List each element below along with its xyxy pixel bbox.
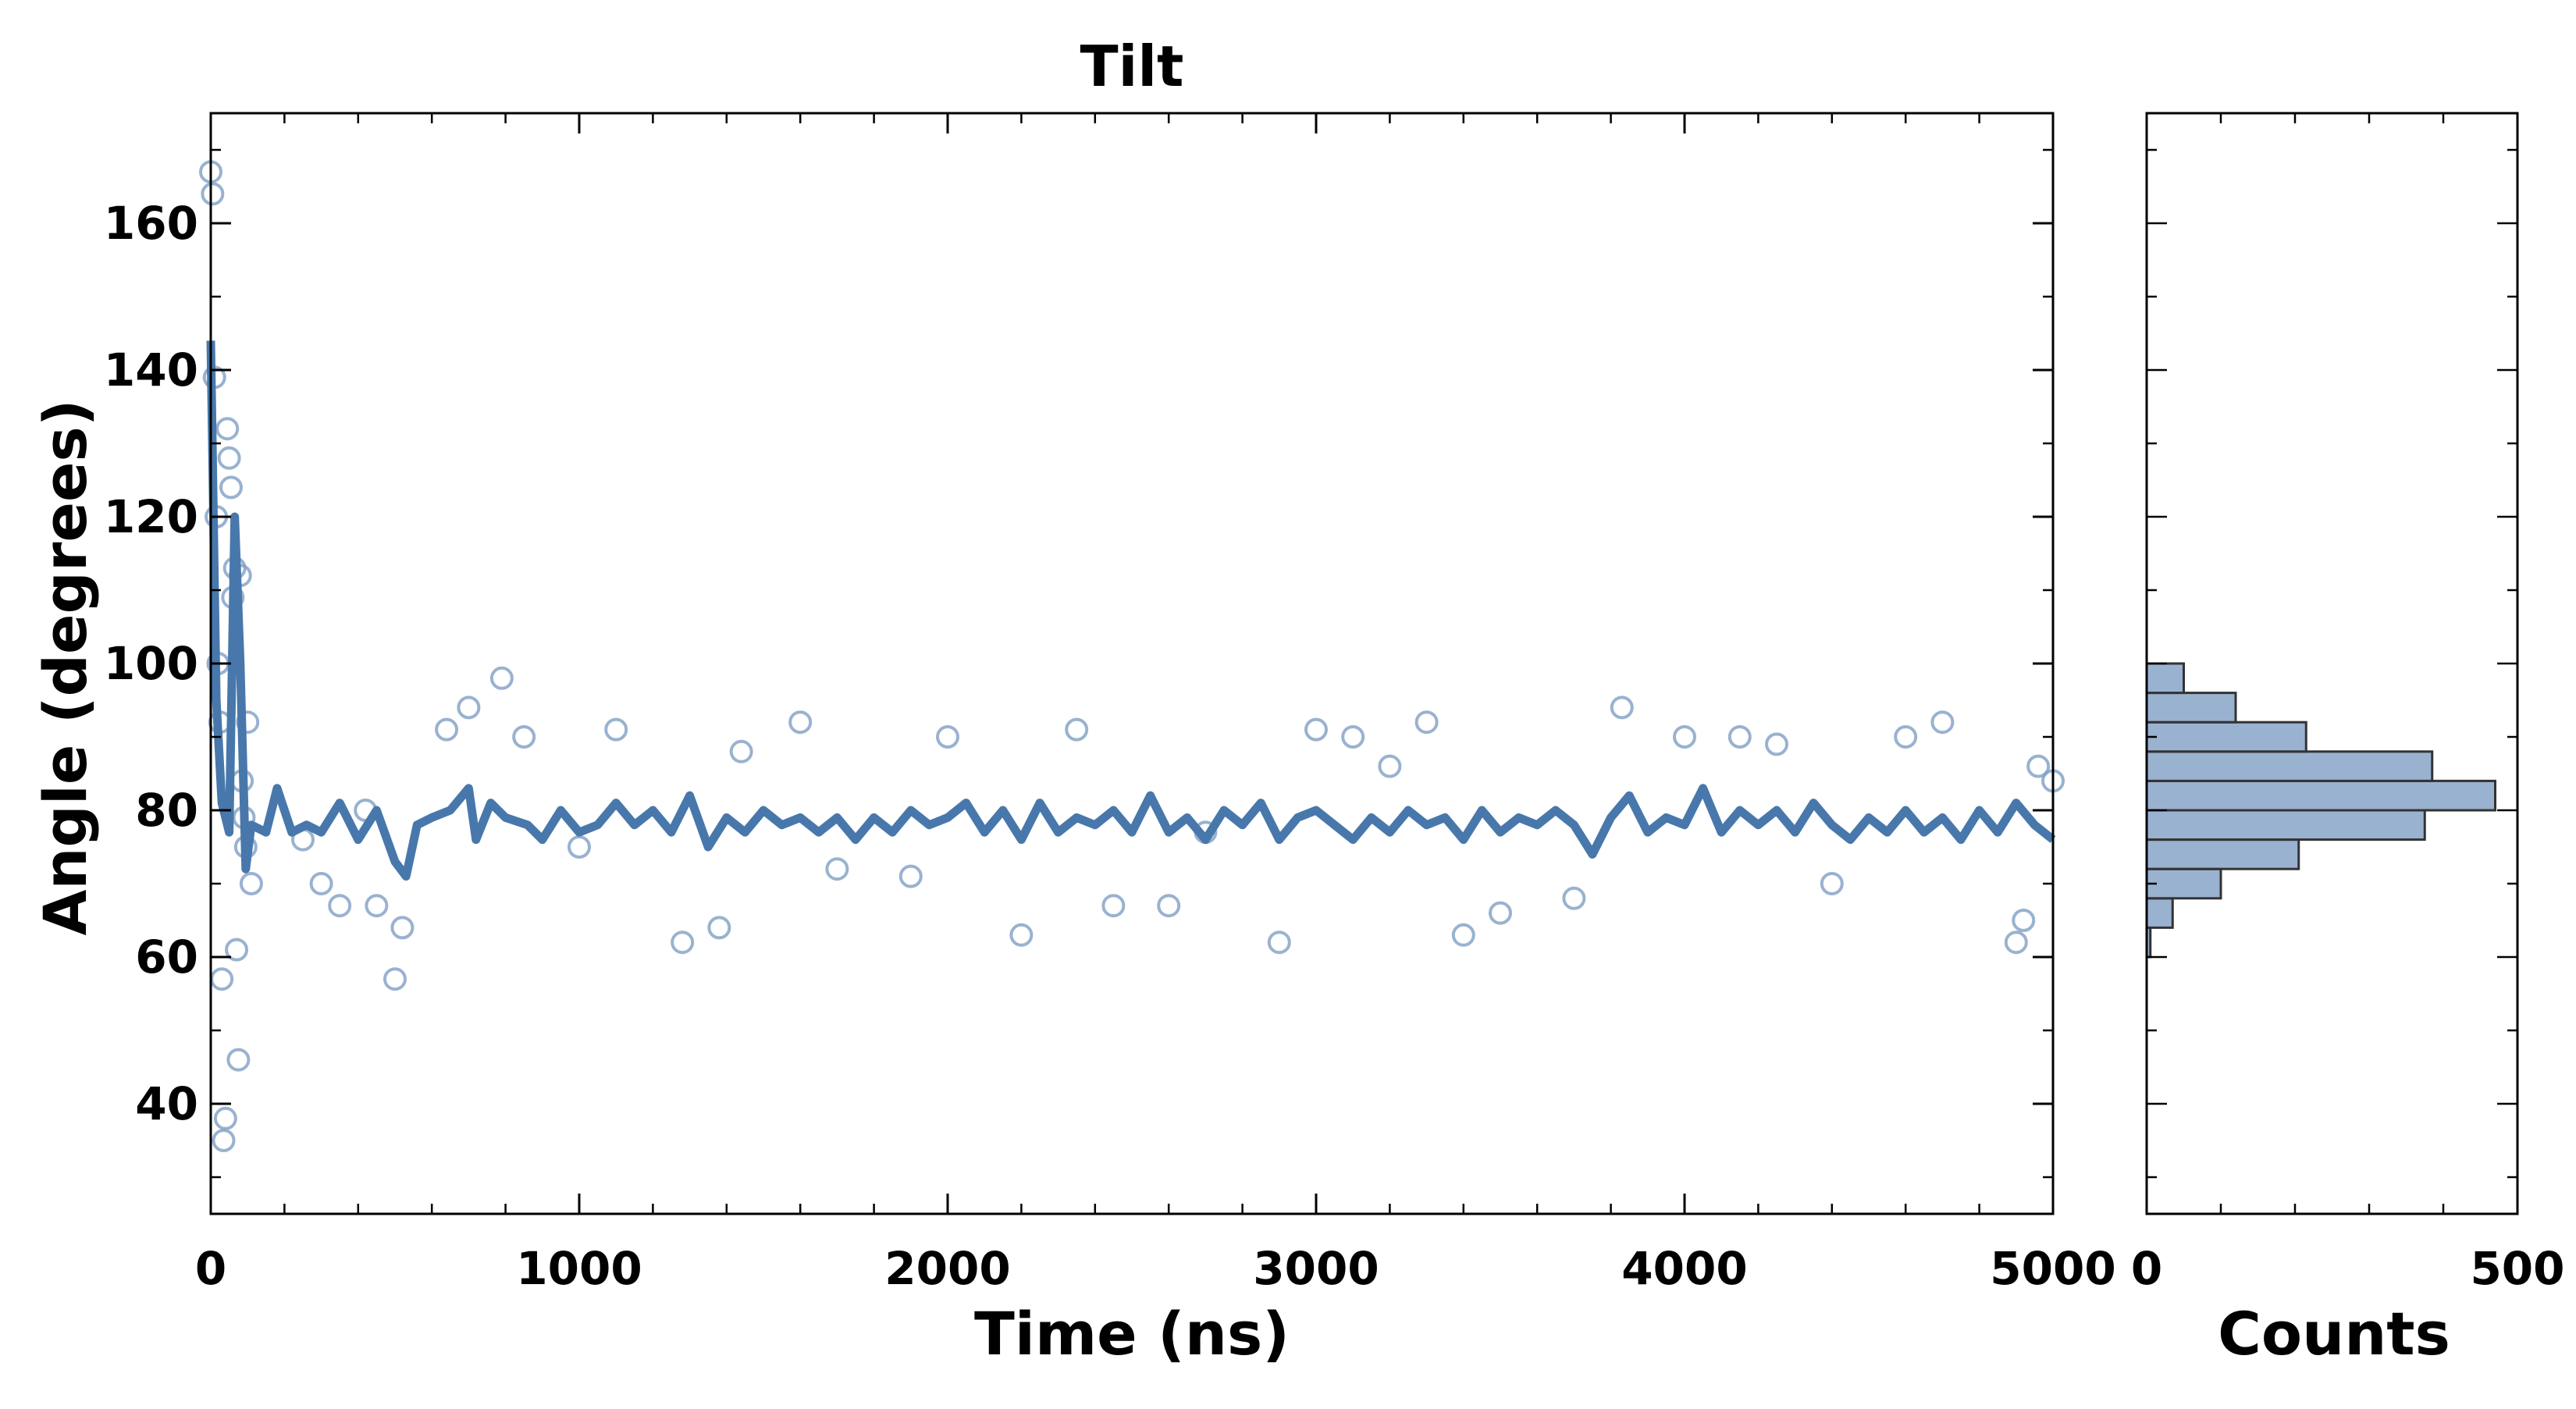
scatter-point-48 [1304,717,1328,742]
histogram-x-axis-label: Counts [2218,1299,2450,1368]
scatter-point-44 [1101,894,1126,918]
scatter-point-63 [2012,909,2036,932]
y-tick-label-1: 60 [135,930,198,984]
scatter-point-47 [1267,930,1291,955]
histogram-bar-1 [2145,897,2174,929]
scatter-point-8 [213,1106,237,1130]
chart-labels: Tilt Time (ns) Angle (degrees) Counts [30,34,2450,1368]
scatter-point-49 [1341,725,1365,749]
scatter-point-50 [1378,754,1402,778]
main-plot: 0 1000 2000 3000 4000 5000 40 60 80 100 120 140 160 [104,112,2116,1295]
histogram-bar-8 [2145,692,2237,724]
histogram-x-tick-label-1: 500 [2470,1242,2564,1295]
scatter-point-33 [568,835,591,859]
histogram-bar-5 [2145,779,2496,812]
scatter-point-34 [604,717,628,742]
scatter-point-35 [671,930,695,955]
scatter-point-30 [457,696,481,720]
main-plot-frame [209,112,2055,1215]
histogram-bar-9 [2145,662,2185,695]
x-tick-label-2: 2000 [884,1242,1010,1295]
scatter-point-59 [1820,872,1844,895]
histogram-x-tick-label-0: 0 [2131,1242,2162,1295]
histogram-bar-6 [2145,750,2434,782]
scatter-point-1 [201,182,225,206]
x-tick-label-0: 0 [195,1242,226,1295]
scatter-point-55 [1610,696,1634,720]
scatter-point-61 [1930,710,1955,735]
scatter-point-23 [309,872,333,895]
scatter-point-29 [435,717,459,742]
scatter-point-31 [489,666,514,690]
y-tick-label-5: 140 [104,343,198,397]
scatter-point-7 [212,1129,236,1152]
scatter-point-10 [217,446,241,470]
scatter-point-14 [225,938,249,962]
scatter-point-40 [898,864,923,888]
scatter-point-54 [1562,886,1586,910]
y-tick-label-0: 40 [135,1077,198,1130]
chart-title: Tilt [1080,34,1184,99]
x-tick-label-4: 4000 [1621,1242,1747,1295]
scatter-point-6 [210,967,234,991]
scatter-point-45 [1157,894,1181,918]
scatter-point-42 [1009,923,1034,947]
scatter-point-52 [1451,923,1475,947]
line-series [206,340,2056,881]
scatter-point-11 [219,475,243,500]
scatter-point-21 [239,872,263,895]
scatter-point-32 [512,725,536,749]
scatter-point-24 [328,894,352,918]
scatter-point-28 [390,916,415,940]
scatter-point-36 [707,916,731,940]
histogram-bar-2 [2145,867,2222,900]
y-axis-label: Angle (degrees) [30,399,100,935]
scatter-point-57 [1727,725,1752,749]
scatter-point-58 [1765,732,1788,756]
x-axis-label: Time (ns) [974,1299,1290,1368]
scatter-point-37 [729,739,753,763]
scatter-point-9 [215,417,240,441]
scatter-point-39 [825,857,849,881]
scatter-point-43 [1065,717,1089,742]
scatter-point-51 [1414,710,1439,735]
x-tick-label-3: 3000 [1253,1242,1379,1295]
scatter-point-38 [788,710,813,735]
x-tick-label-5: 5000 [1990,1242,2115,1295]
histogram-frame [2145,112,2519,1215]
histogram-plot: 0 500 [2131,112,2565,1295]
x-tick-label-1: 1000 [516,1242,642,1295]
scatter-point-15 [226,1048,251,1072]
scatter-point-41 [936,725,959,749]
scatter-point-56 [1673,725,1696,749]
scatter-point-53 [1489,901,1512,925]
histogram-bar-7 [2145,721,2307,753]
y-tick-label-6: 160 [104,197,198,250]
scatter-point-60 [1894,725,1918,749]
histogram-bar-4 [2145,809,2426,841]
scatter-point-27 [383,967,407,991]
histogram-bar-3 [2145,838,2300,870]
scatter-point-64 [2026,754,2051,778]
y-tick-label-2: 80 [135,784,198,837]
scatter-point-62 [2004,930,2028,955]
scatter-point-20 [236,710,260,735]
y-tick-label-4: 120 [104,490,198,543]
y-tick-label-3: 100 [104,637,198,690]
scatter-point-26 [365,894,389,918]
